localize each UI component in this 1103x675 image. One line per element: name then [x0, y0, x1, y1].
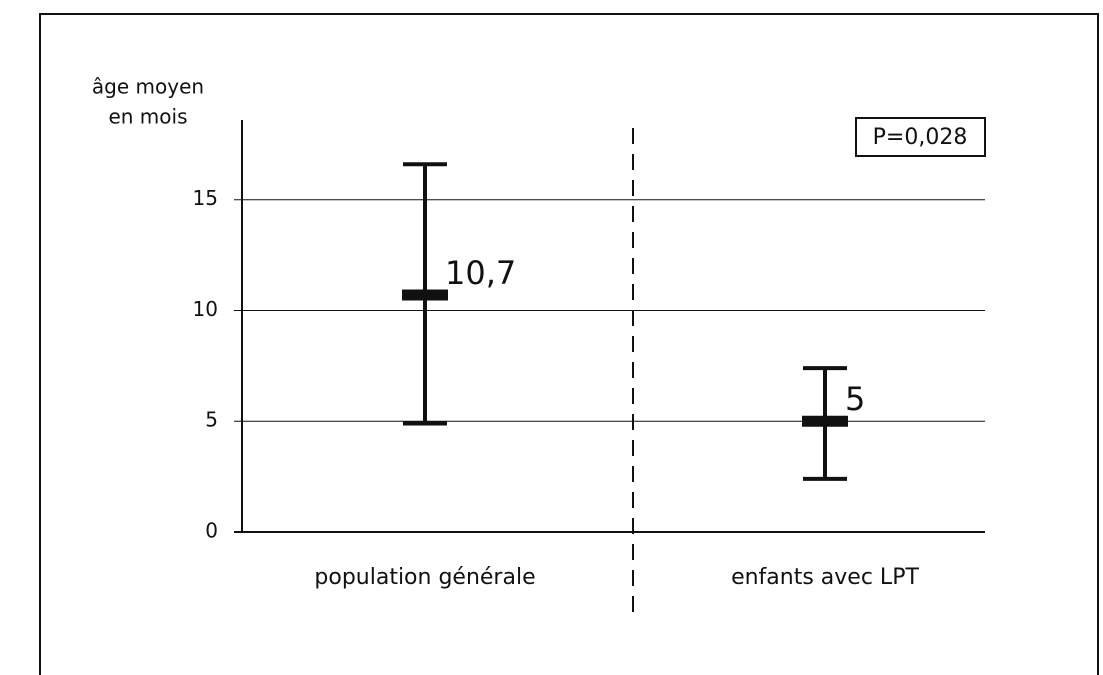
x-tick-label: population générale: [314, 565, 535, 590]
y-axis-label: âge moyen: [92, 75, 204, 99]
y-tick-label: 5: [205, 408, 218, 432]
y-axis-label: en mois: [108, 105, 187, 129]
value-label: 10,7: [445, 254, 516, 292]
annotation: P=0,028: [873, 125, 968, 150]
value-label: 5: [845, 380, 865, 418]
y-tick-label: 15: [193, 186, 218, 210]
frame: [39, 13, 1099, 675]
y-tick-label: 0: [205, 519, 218, 543]
y-tick-label: 10: [193, 297, 218, 321]
annotation-box: [855, 117, 986, 157]
x-tick-label: enfants avec LPT: [731, 565, 919, 590]
